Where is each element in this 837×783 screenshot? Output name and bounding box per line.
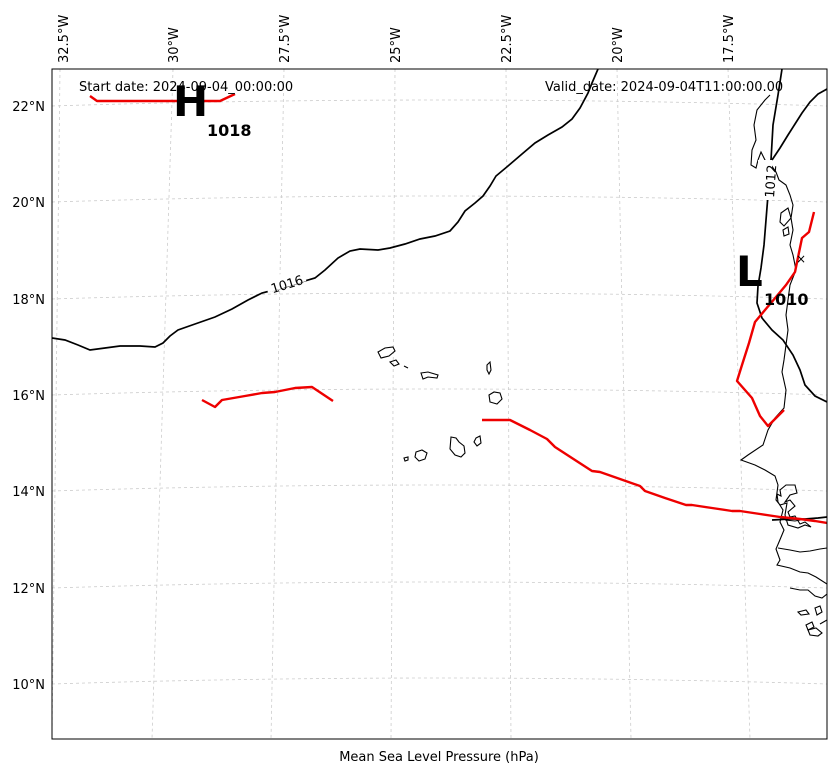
lon-tick-label: 25°W xyxy=(389,27,404,63)
isobar-1012 xyxy=(756,69,827,403)
low-center-marker: × xyxy=(796,252,806,266)
map-border xyxy=(51,68,828,740)
parallel-10n xyxy=(52,677,827,685)
coast-guinea-islands-3 xyxy=(805,621,815,631)
coast-guinea-islands-5 xyxy=(819,619,827,625)
lat-tick-label: 12°N xyxy=(12,582,45,597)
meridian-17-5w xyxy=(727,69,751,739)
parallel-20n xyxy=(52,195,827,203)
coast-lagoon xyxy=(779,207,792,227)
meridian-20w xyxy=(616,69,632,739)
parallel-12n xyxy=(52,581,827,589)
parallel-16n xyxy=(52,388,827,396)
low-pressure-letter: L xyxy=(736,247,763,296)
coast-mauritania-senegal xyxy=(739,94,827,585)
lat-tick-label: 20°N xyxy=(12,196,45,211)
cape-verde-islands xyxy=(377,346,503,462)
meridian-27-5w xyxy=(270,69,285,739)
coast-lagoon-2 xyxy=(782,226,790,237)
valid-date-label: Valid_date: 2024-09-04T11:00:00.00 xyxy=(545,80,783,95)
low-pressure-value: 1010 xyxy=(764,290,809,309)
lat-tick-label: 22°N xyxy=(12,100,45,115)
front-low-trough xyxy=(735,211,816,428)
lat-tick-label: 18°N xyxy=(12,293,45,308)
island-sal xyxy=(486,360,492,376)
island-sao-nicolau xyxy=(420,371,439,380)
front-top-left xyxy=(89,92,236,103)
pressure-centers: H 1018 L 1010 × xyxy=(173,77,809,309)
island-sao-vicente xyxy=(388,359,400,367)
island-maio xyxy=(473,435,482,447)
coast-guinea-islands-4 xyxy=(807,627,823,637)
start-date-label: Start date: 2024-09-04_00:00:00 xyxy=(79,80,293,95)
parallel-18n xyxy=(52,292,827,300)
lat-tick-label: 14°N xyxy=(12,485,45,500)
coast-casamance xyxy=(777,547,827,553)
island-santo-antao xyxy=(377,346,396,359)
lon-tick-label: 32.5°W xyxy=(57,15,72,63)
island-boa-vista xyxy=(488,391,503,405)
lon-tick-label: 17.5°W xyxy=(722,15,737,63)
front-cape-verde-trough xyxy=(482,418,827,525)
isobar-labels: 1016 1012 xyxy=(263,160,780,297)
isobar-label-1012: 1012 xyxy=(763,164,780,198)
latitude-ticks: 22°N 20°N 18°N 16°N 14°N 12°N 10°N xyxy=(12,100,45,693)
lon-tick-label: 30°W xyxy=(167,27,182,63)
lon-tick-label: 27.5°W xyxy=(278,15,293,63)
lat-tick-label: 10°N xyxy=(12,678,45,693)
island-santiago xyxy=(449,436,466,458)
longitude-ticks: 32.5°W 30°W 27.5°W 25°W 22.5°W 20°W 17.5… xyxy=(57,15,737,63)
fronts xyxy=(89,92,827,525)
island-fogo xyxy=(414,449,428,462)
high-pressure-letter: H xyxy=(173,77,208,126)
isobar-label-1012-bg xyxy=(758,160,772,200)
island-brava xyxy=(403,456,409,462)
meridian-25w xyxy=(390,69,396,739)
parallel-14n xyxy=(52,484,827,492)
isobar-upper-right xyxy=(771,88,827,161)
isobars xyxy=(52,69,827,521)
meridian-32-5w xyxy=(52,69,61,739)
high-pressure-value: 1018 xyxy=(207,121,252,140)
parallel-22n xyxy=(52,99,827,107)
lon-tick-label: 20°W xyxy=(611,27,626,63)
graticule xyxy=(52,69,827,739)
coast-guinea-islands-1 xyxy=(796,609,811,616)
coast-guinea xyxy=(789,587,827,599)
meridian-30w xyxy=(151,69,174,739)
meridian-22-5w xyxy=(505,69,512,739)
isobar-1016 xyxy=(52,69,599,351)
island-santa-luzia xyxy=(403,365,409,369)
isobar-label-1016-bg xyxy=(263,267,307,293)
lon-tick-label: 22.5°W xyxy=(500,15,515,63)
front-central xyxy=(201,385,334,409)
coast-guinea-islands-2 xyxy=(814,605,823,616)
map-frame xyxy=(51,68,828,740)
figure-caption: Mean Sea Level Pressure (hPa) xyxy=(339,750,539,765)
lat-tick-label: 16°N xyxy=(12,389,45,404)
